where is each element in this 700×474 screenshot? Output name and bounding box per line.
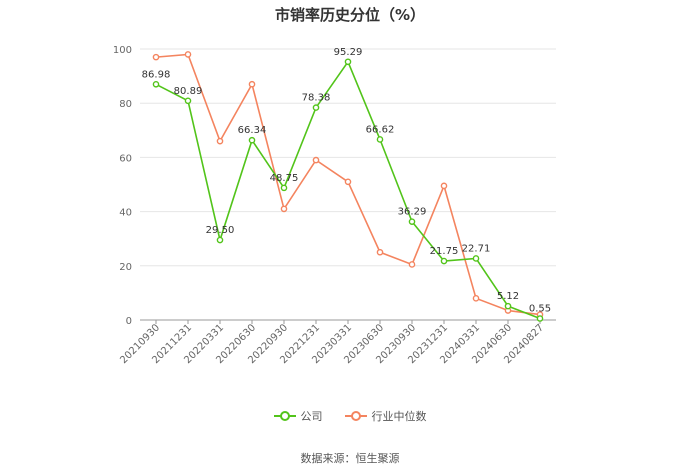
- legend: 公司 行业中位数: [0, 408, 700, 424]
- y-tick-label: 20: [119, 262, 132, 273]
- data-label-company: 0.55: [529, 304, 551, 315]
- data-point-industry: [280, 205, 288, 213]
- data-point-company: [184, 97, 192, 105]
- data-label-company: 48.75: [270, 173, 299, 184]
- data-point-company: [312, 104, 320, 111]
- legend-swatch-company: [273, 411, 296, 421]
- chart-title: 市销率历史分位（%）: [274, 6, 426, 24]
- data-point-company: [536, 315, 544, 322]
- data-label-company: 95.29: [334, 47, 363, 58]
- data-point-company: [408, 218, 416, 225]
- y-tick-label: 80: [119, 99, 132, 110]
- data-label-company: 86.98: [142, 69, 171, 80]
- data-point-company: [248, 136, 256, 144]
- data-point-industry: [408, 261, 416, 268]
- data-label-company: 29.50: [206, 225, 235, 236]
- data-point-company: [216, 236, 224, 244]
- data-label-company: 66.62: [366, 124, 395, 135]
- data-point-industry: [152, 53, 160, 61]
- y-tick-label: 0: [126, 316, 132, 327]
- data-point-company: [472, 255, 480, 262]
- y-tick-label: 60: [119, 153, 132, 164]
- legend-swatch-industry: [344, 411, 367, 421]
- data-label-company: 78.38: [302, 93, 331, 104]
- data-label-company: 66.34: [238, 125, 267, 136]
- data-point-company: [504, 302, 512, 310]
- data-point-industry: [312, 156, 320, 164]
- data-point-company: [344, 58, 352, 66]
- data-label-company: 80.89: [174, 86, 203, 97]
- line-chart: 0204060801002021093020211231202203312022…: [113, 45, 556, 366]
- y-tick-label: 100: [113, 45, 132, 56]
- data-label-company: 36.29: [398, 207, 427, 218]
- data-point-industry: [216, 137, 224, 145]
- data-label-company: 21.75: [430, 246, 459, 257]
- legend-item-industry[interactable]: 行业中位数: [344, 408, 427, 424]
- data-point-industry: [472, 295, 480, 302]
- legend-item-company[interactable]: 公司: [273, 408, 323, 424]
- y-tick-label: 40: [119, 208, 132, 219]
- data-point-company: [376, 136, 384, 143]
- data-point-company: [280, 184, 288, 192]
- data-point-company: [440, 257, 448, 265]
- data-point-industry: [376, 248, 384, 256]
- data-source: 数据来源：恒生聚源: [300, 452, 400, 465]
- legend-label-industry: 行业中位数: [371, 410, 427, 423]
- data-point-industry: [344, 178, 352, 186]
- legend-label-company: 公司: [300, 410, 323, 423]
- series-line-company: [155, 60, 541, 320]
- data-point-industry: [248, 80, 256, 88]
- data-label-company: 5.12: [497, 291, 519, 302]
- data-label-company: 22.71: [462, 243, 491, 254]
- data-point-industry: [440, 182, 448, 190]
- data-point-industry: [184, 51, 192, 58]
- data-point-company: [152, 80, 160, 88]
